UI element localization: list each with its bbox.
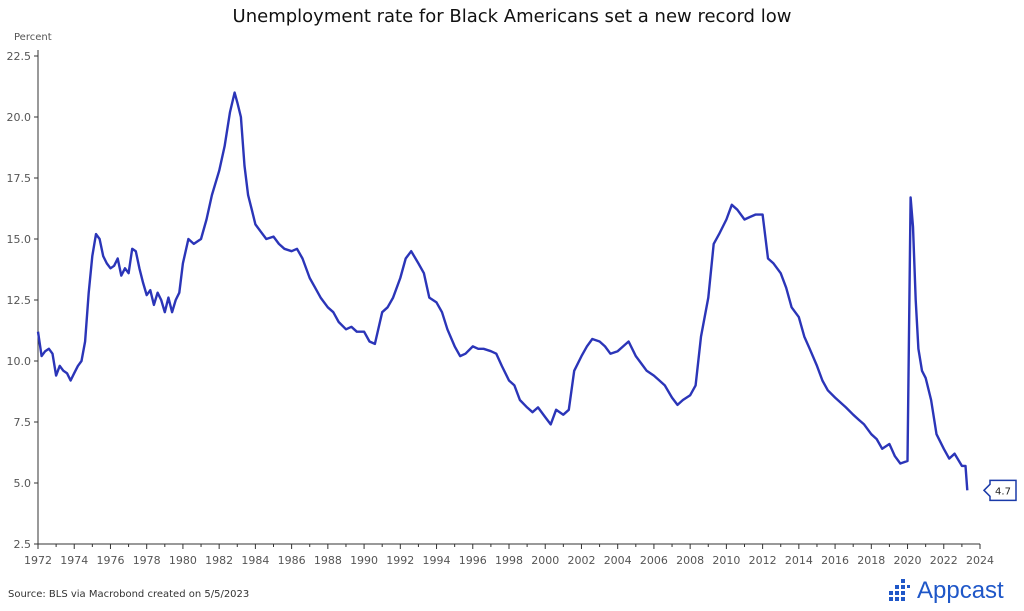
y-tick-label: 20.0 bbox=[7, 111, 32, 124]
y-tick-label: 12.5 bbox=[7, 294, 32, 307]
x-tick-label: 1984 bbox=[241, 554, 269, 567]
series-group bbox=[36, 91, 969, 491]
x-tick-label: 1978 bbox=[133, 554, 161, 567]
x-tick-label: 1980 bbox=[169, 554, 197, 567]
x-tick-label: 1988 bbox=[314, 554, 342, 567]
x-tick-label: 2014 bbox=[785, 554, 813, 567]
x-tick-label: 2008 bbox=[676, 554, 704, 567]
x-tick-label: 1992 bbox=[386, 554, 414, 567]
source-note: Source: BLS via Macrobond created on 5/5… bbox=[8, 589, 250, 600]
x-tick-label: 1998 bbox=[495, 554, 523, 567]
x-tick-label: 2024 bbox=[966, 554, 994, 567]
callout-box bbox=[982, 479, 1017, 502]
x-tick-label: 1986 bbox=[278, 554, 306, 567]
x-tick-label: 1990 bbox=[350, 554, 378, 567]
x-tick-label: 1972 bbox=[24, 554, 52, 567]
x-tick-label: 2020 bbox=[894, 554, 922, 567]
y-tick-label: 22.5 bbox=[7, 50, 32, 63]
appcast-logo-text: Appcast bbox=[917, 577, 1004, 604]
y-tick-label: 2.5 bbox=[14, 538, 32, 551]
x-tick-label: 2010 bbox=[712, 554, 740, 567]
x-tick-label: 2016 bbox=[821, 554, 849, 567]
callout-value: 4.7 bbox=[995, 486, 1011, 497]
appcast-logo-icon bbox=[889, 579, 910, 601]
axes: 2.5 5.0 7.5 10.0 12.5 15.0 17.5 20.0 22.5 1972 197… bbox=[7, 50, 994, 567]
y-tick-label: 15.0 bbox=[7, 233, 32, 246]
x-tick-label: 1976 bbox=[96, 554, 124, 567]
y-tick-label: 10.0 bbox=[7, 355, 32, 368]
x-tick-label: 2006 bbox=[640, 554, 668, 567]
x-tick-label: 2004 bbox=[604, 554, 632, 567]
x-tick-label: 2018 bbox=[857, 554, 885, 567]
x-tick-label: 1996 bbox=[459, 554, 487, 567]
y-axis-label: Percent bbox=[14, 32, 52, 43]
x-tick-label: 1974 bbox=[60, 554, 88, 567]
last-value-callout: 4.7 bbox=[982, 479, 1017, 502]
x-tick-label: 2022 bbox=[930, 554, 958, 567]
x-tick-label: 2012 bbox=[749, 554, 777, 567]
chart-title: Unemployment rate for Black Americans se… bbox=[232, 6, 792, 27]
y-tick-label: 5.0 bbox=[14, 477, 32, 490]
appcast-logo: Appcast bbox=[887, 575, 1004, 607]
series-line bbox=[36, 91, 969, 491]
y-tick-label: 17.5 bbox=[7, 172, 32, 185]
x-tick-label: 1982 bbox=[205, 554, 233, 567]
y-tick-label: 7.5 bbox=[14, 416, 32, 429]
x-tick-label: 1994 bbox=[423, 554, 451, 567]
x-tick-label: 2002 bbox=[567, 554, 595, 567]
x-tick-label: 2000 bbox=[531, 554, 559, 567]
